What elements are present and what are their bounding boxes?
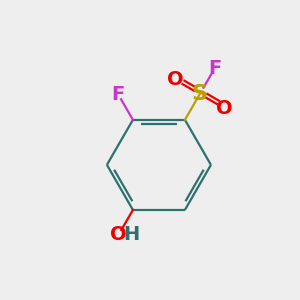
Text: F: F — [111, 85, 125, 104]
Text: O: O — [167, 70, 183, 89]
Text: O: O — [110, 225, 127, 244]
Text: O: O — [216, 99, 233, 118]
Text: F: F — [208, 59, 221, 78]
Text: H: H — [123, 225, 140, 244]
Text: S: S — [192, 84, 208, 104]
